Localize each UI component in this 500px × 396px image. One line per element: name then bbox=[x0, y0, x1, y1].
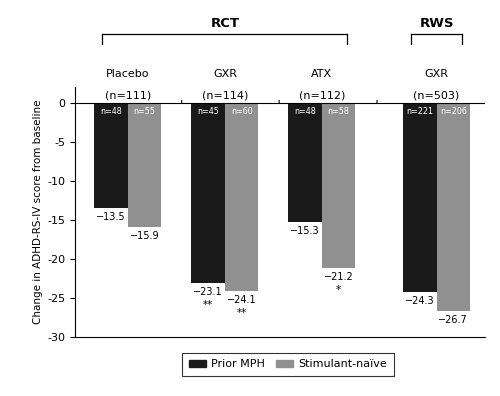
Bar bbox=[436, 103, 470, 311]
Text: ATX: ATX bbox=[312, 69, 332, 79]
Bar bbox=[128, 103, 162, 227]
Text: n=60: n=60 bbox=[231, 107, 252, 116]
Text: n=55: n=55 bbox=[134, 107, 156, 116]
Text: *: * bbox=[336, 285, 341, 295]
Text: −13.5: −13.5 bbox=[96, 212, 126, 222]
Bar bbox=[288, 103, 322, 222]
Text: RWS: RWS bbox=[420, 17, 454, 30]
Text: −24.1: −24.1 bbox=[227, 295, 256, 305]
Text: (n=114): (n=114) bbox=[202, 91, 248, 101]
Text: GXR: GXR bbox=[213, 69, 237, 79]
Text: −24.3: −24.3 bbox=[405, 296, 434, 306]
Text: RCT: RCT bbox=[210, 17, 240, 30]
Legend: Prior MPH, Stimulant-naïve: Prior MPH, Stimulant-naïve bbox=[182, 352, 394, 376]
Text: −15.3: −15.3 bbox=[290, 226, 320, 236]
Text: −15.9: −15.9 bbox=[130, 230, 160, 241]
Text: −23.1: −23.1 bbox=[194, 287, 223, 297]
Text: −26.7: −26.7 bbox=[438, 315, 468, 325]
Text: n=221: n=221 bbox=[406, 107, 434, 116]
Bar bbox=[192, 103, 225, 283]
Text: −21.2: −21.2 bbox=[324, 272, 354, 282]
Bar bbox=[94, 103, 128, 208]
Text: (n=111): (n=111) bbox=[105, 91, 151, 101]
Text: (n=503): (n=503) bbox=[414, 91, 460, 101]
Text: n=58: n=58 bbox=[328, 107, 349, 116]
Bar bbox=[403, 103, 436, 292]
Text: GXR: GXR bbox=[424, 69, 448, 79]
Text: n=206: n=206 bbox=[440, 107, 466, 116]
Text: Placebo: Placebo bbox=[106, 69, 150, 79]
Bar bbox=[322, 103, 356, 268]
Text: n=48: n=48 bbox=[100, 107, 122, 116]
Bar bbox=[225, 103, 258, 291]
Text: (n=112): (n=112) bbox=[298, 91, 345, 101]
Text: **: ** bbox=[203, 300, 213, 310]
Text: n=45: n=45 bbox=[197, 107, 219, 116]
Text: **: ** bbox=[236, 308, 247, 318]
Text: n=48: n=48 bbox=[294, 107, 316, 116]
Y-axis label: Change in ADHD-RS-IV score from baseline: Change in ADHD-RS-IV score from baseline bbox=[33, 100, 43, 324]
